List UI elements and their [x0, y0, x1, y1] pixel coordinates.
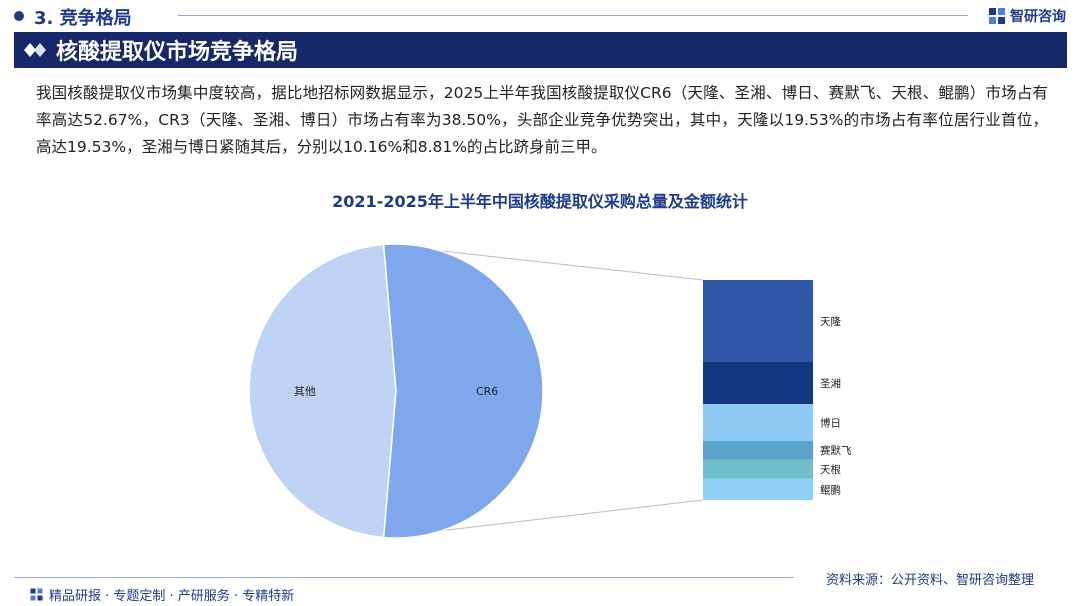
bar-segment [703, 361, 813, 405]
bar-segment-label: 圣湘 [820, 377, 841, 390]
pie-slice-label: 其他 [294, 385, 316, 398]
double-diamond-icon [24, 43, 46, 57]
chart-title: 2021-2025年上半年中国核酸提取仪采购总量及金额统计 [332, 192, 748, 211]
title-banner: 核酸提取仪市场竞争格局 [14, 32, 1067, 68]
bar-segment [703, 440, 813, 460]
footer: 精品研报 · 专题定制 · 产研服务 · 专精特新 [30, 585, 294, 604]
pie-slice-label: CR6 [476, 385, 498, 398]
bar-segment-label: 天隆 [820, 315, 841, 328]
section-label: 3. 竞争格局 [34, 8, 132, 29]
bar-segment [703, 459, 813, 479]
brand-logo-icon [989, 8, 1005, 24]
top-divider [178, 15, 968, 16]
bar-segment [703, 280, 813, 362]
pie-slice-cr6 [382, 243, 544, 539]
brand-mark-icon [30, 588, 43, 601]
top-bar: 3. 竞争格局 智研咨询 [0, 0, 1080, 32]
description-paragraph: 我国核酸提取仪市场集中度较高，据比地招标网数据显示，2025上半年我国核酸提取仪… [36, 84, 1048, 156]
pie-slice-other [248, 243, 397, 539]
bottom-divider [14, 577, 794, 578]
footer-text: 精品研报 · 专题定制 · 产研服务 · 专精特新 [49, 589, 295, 604]
brand-logo[interactable]: 智研咨询 [988, 6, 1066, 26]
bar-segment-label: 鲲鹏 [820, 483, 841, 496]
brand-logo-text: 智研咨询 [1010, 9, 1066, 25]
bar-segment [703, 404, 813, 441]
bar-segment-label: 天根 [820, 463, 841, 476]
page-title: 核酸提取仪市场竞争格局 [56, 40, 299, 65]
bar-segment-label: 博日 [820, 416, 841, 429]
bar-segment-label: 赛默飞 [820, 444, 852, 457]
source-note: 资料来源：公开资料、智研咨询整理 [826, 573, 1035, 588]
bar-segment [703, 478, 813, 500]
section-bullet-icon [14, 11, 24, 21]
